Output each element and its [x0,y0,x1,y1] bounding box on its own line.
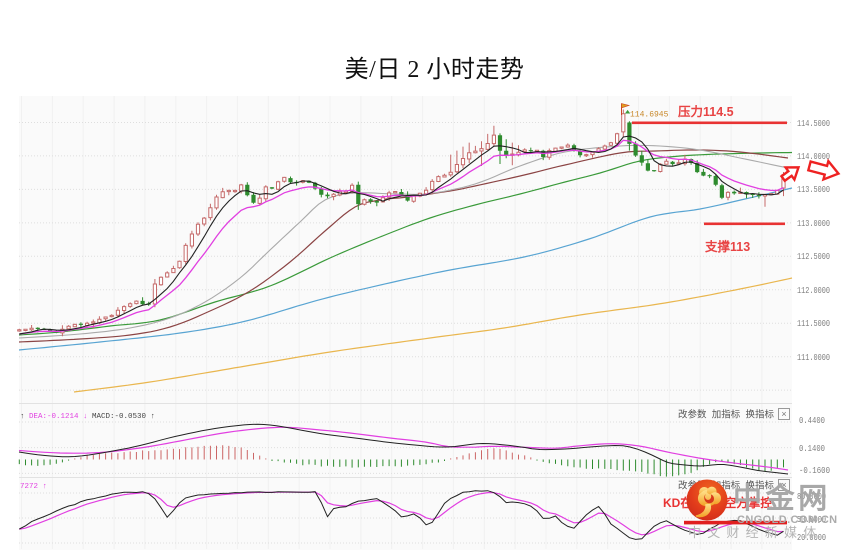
svg-text:111.5000: 111.5000 [797,319,830,329]
svg-text:CNGOLD.COM.CN: CNGOLD.COM.CN [737,514,838,526]
svg-text:114.6945: 114.6945 [630,111,669,120]
svg-text:×: × [781,409,786,419]
svg-text:中文财经新媒体: 中文财经新媒体 [688,525,822,540]
svg-text:×: × [781,480,786,490]
svg-text:50.0000: 50.0000 [797,515,826,525]
svg-text:-0.1600: -0.1600 [799,466,830,476]
svg-text:7272 ↑: 7272 ↑ [20,483,47,491]
svg-text:113.0000: 113.0000 [797,219,830,229]
svg-text:114.0000: 114.0000 [797,152,830,162]
svg-text:114.5000: 114.5000 [797,119,830,129]
svg-text:0.1400: 0.1400 [799,444,825,454]
svg-text:111.0000: 111.0000 [797,353,830,363]
svg-text:支撑113: 支撑113 [704,239,750,254]
svg-text:中金网: 中金网 [733,481,831,515]
svg-text:0.4400: 0.4400 [799,416,825,426]
svg-text:113.5000: 113.5000 [797,185,830,195]
svg-text:112.5000: 112.5000 [797,252,830,262]
svg-text:20.0000: 20.0000 [797,533,826,543]
svg-text:112.0000: 112.0000 [797,286,830,296]
svg-text:↑ DEA:-0.1214 ↓ MACD:-0.0530 ↑: ↑ DEA:-0.1214 ↓ MACD:-0.0530 ↑ [20,413,155,421]
svg-text:改参数 加指标 换指标: 改参数 加指标 换指标 [678,409,775,421]
svg-text:压力114.5: 压力114.5 [678,104,734,119]
svg-text:80.0000: 80.0000 [797,492,826,502]
